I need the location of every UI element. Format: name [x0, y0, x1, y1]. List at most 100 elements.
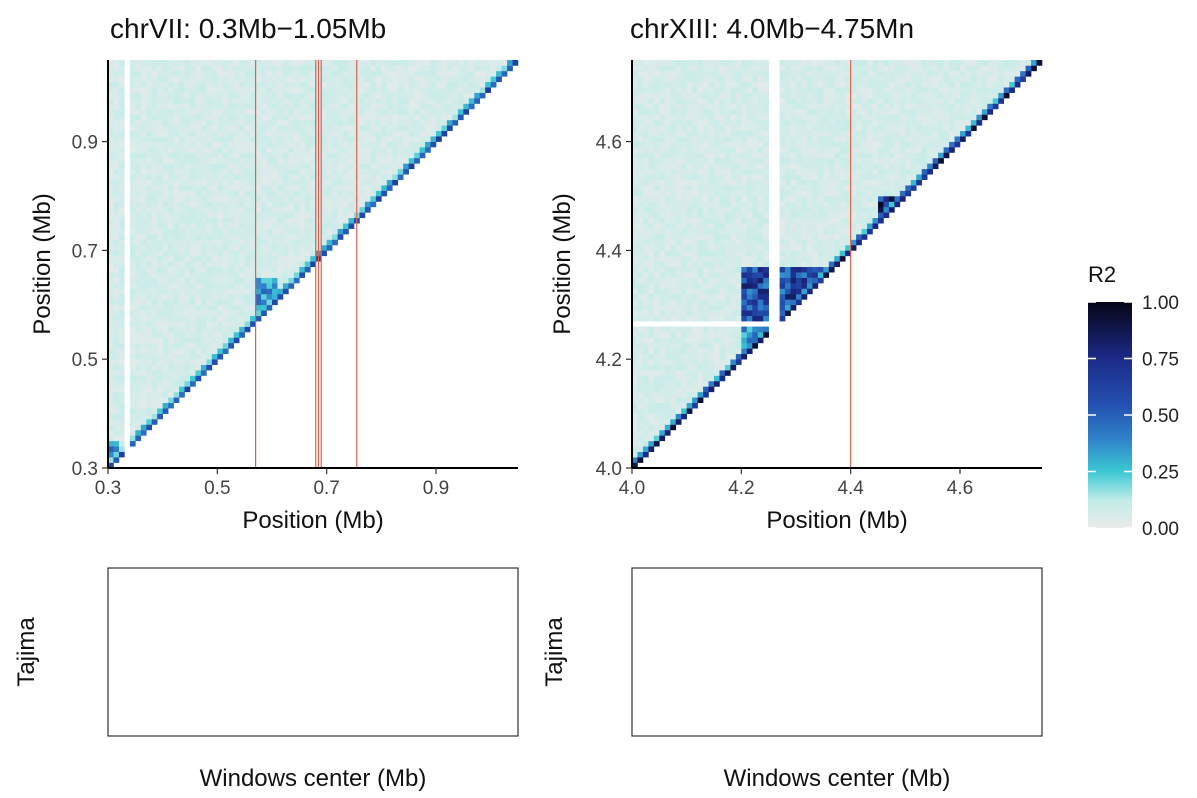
- heatmap-cell: [659, 87, 666, 93]
- heatmap-cell: [817, 196, 824, 202]
- heatmap-cell: [118, 239, 125, 246]
- heatmap-cell: [806, 206, 813, 213]
- heatmap-cell: [856, 179, 862, 186]
- heatmap-cell: [414, 119, 420, 126]
- heatmap-cell: [168, 342, 174, 349]
- heatmap-cell: [686, 206, 693, 213]
- heatmap-cell: [397, 76, 404, 83]
- heatmap-cell: [845, 70, 851, 77]
- heatmap-cell: [856, 185, 862, 191]
- heatmap-cell: [250, 141, 256, 148]
- heatmap-cell: [370, 92, 377, 99]
- heatmap-cell: [135, 130, 142, 137]
- heatmap-cell: [648, 277, 655, 284]
- heatmap-cell: [217, 163, 224, 170]
- heatmap-cell: [282, 250, 289, 257]
- heatmap-cell: [659, 255, 666, 262]
- heatmap-cell: [310, 185, 317, 191]
- heatmap-cell: [823, 250, 830, 257]
- heatmap-cell: [746, 315, 753, 322]
- heatmap-cell: [697, 250, 704, 257]
- heatmap-cell: [135, 293, 142, 300]
- heatmap-cell: [233, 304, 240, 311]
- heatmap-cell: [255, 70, 262, 77]
- heatmap-cell: [244, 212, 251, 219]
- heatmap-cell: [239, 152, 245, 159]
- heatmap-cell: [151, 364, 158, 371]
- heatmap-cell: [118, 103, 125, 110]
- heatmap-cell: [637, 370, 644, 376]
- heatmap-cell: [675, 217, 682, 224]
- heatmap-cell: [293, 234, 300, 240]
- heatmap-cell: [217, 342, 224, 349]
- heatmap-cell: [375, 125, 382, 132]
- heatmap-cell: [845, 141, 851, 148]
- heatmap-cell: [796, 228, 802, 235]
- heatmap-cell: [233, 147, 240, 153]
- y-axis-ticks: 0.30.50.70.9: [72, 133, 108, 480]
- heatmap-cell: [129, 397, 136, 404]
- heatmap-cell: [403, 87, 409, 93]
- heatmap-cell: [823, 185, 830, 191]
- heatmap-cell: [244, 261, 251, 268]
- heatmap-cell: [817, 255, 824, 262]
- heatmap-cell: [217, 228, 224, 235]
- heatmap-cell: [233, 266, 240, 273]
- heatmap-cell: [255, 60, 262, 66]
- heatmap-cell: [714, 326, 720, 333]
- heatmap-cell: [250, 283, 256, 289]
- heatmap-cell: [321, 157, 327, 164]
- heatmap-cell: [757, 130, 764, 137]
- heatmap-cell: [806, 217, 813, 224]
- heatmap-cell: [359, 125, 366, 132]
- heatmap-cell: [735, 168, 742, 175]
- heatmap-cell: [135, 157, 142, 164]
- heatmap-cell: [856, 92, 862, 99]
- heatmap-cell: [146, 168, 153, 175]
- heatmap-cell: [724, 315, 731, 322]
- heatmap-cell: [277, 174, 284, 180]
- heatmap-cell: [190, 130, 196, 137]
- heatmap-cell: [233, 206, 240, 213]
- heatmap-cell: [714, 217, 720, 224]
- heatmap-cell: [146, 103, 153, 110]
- heatmap-cell: [140, 429, 147, 436]
- heatmap-cell: [812, 125, 819, 132]
- heatmap-cell: [861, 190, 868, 197]
- heatmap-cell: [337, 70, 344, 77]
- heatmap-cell: [217, 348, 224, 355]
- heatmap-cell: [304, 157, 311, 164]
- heatmap-cell: [648, 386, 655, 393]
- heatmap-cell: [642, 348, 649, 355]
- y-tick-label: 0.5: [72, 350, 98, 371]
- heatmap-cell: [763, 98, 769, 104]
- heatmap-cell: [659, 152, 666, 159]
- heatmap-cell: [282, 87, 289, 93]
- heatmap-cell: [151, 92, 158, 99]
- heatmap-cell: [332, 179, 338, 186]
- heatmap-cell: [321, 76, 327, 83]
- heatmap-cell: [140, 332, 147, 338]
- heatmap-cell: [817, 272, 824, 278]
- heatmap-cell: [397, 81, 404, 88]
- heatmap-cell: [272, 168, 278, 175]
- heatmap-cell: [425, 81, 431, 88]
- heatmap-cell: [135, 266, 142, 273]
- heatmap-cell: [692, 185, 698, 191]
- heatmap-cell: [735, 288, 742, 295]
- heatmap-cell: [796, 283, 802, 289]
- heatmap-cell: [118, 429, 125, 436]
- heatmap-cell: [703, 364, 709, 371]
- heatmap-cell: [179, 163, 185, 170]
- heatmap-cell: [244, 272, 251, 278]
- heatmap-cell: [304, 174, 311, 180]
- heatmap-cell: [686, 375, 693, 382]
- heatmap-cell: [686, 332, 693, 338]
- heatmap-cell: [735, 130, 742, 137]
- heatmap-cell: [703, 266, 709, 273]
- heatmap-cell: [168, 375, 174, 382]
- heatmap-cell: [648, 332, 655, 338]
- heatmap-cell: [146, 108, 153, 115]
- heatmap-cell: [250, 212, 256, 219]
- heatmap-cell: [190, 299, 196, 306]
